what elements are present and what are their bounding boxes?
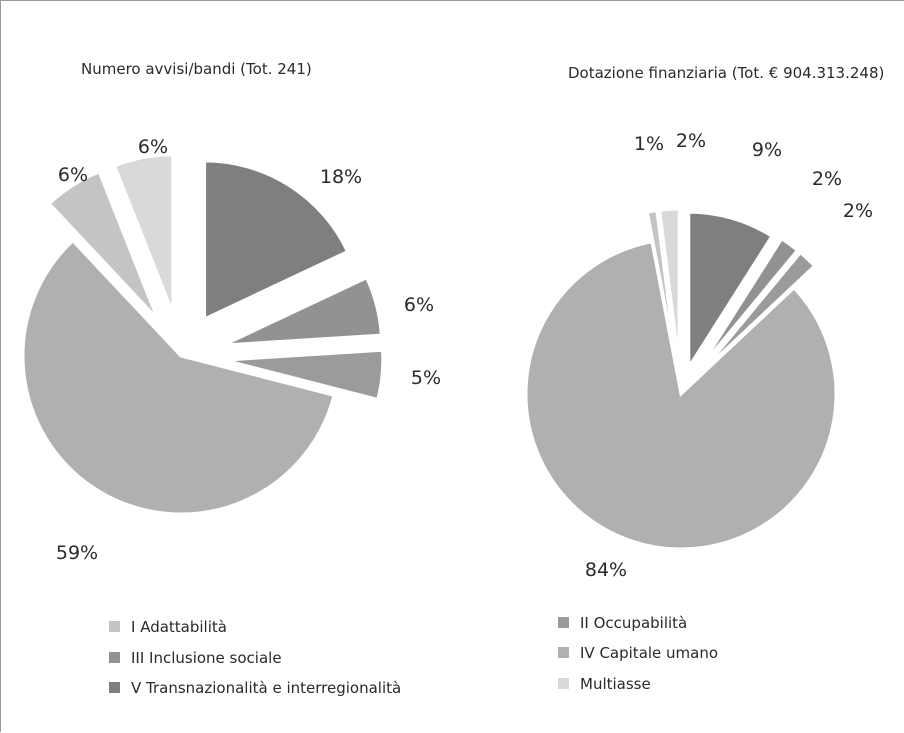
legend: I Adattabilità III Inclusione sociale V Tr… — [109, 614, 718, 697]
slice-label-v-transnazionalita-e-interregionalita: 9% — [752, 139, 782, 161]
legend-label-ii-occupabilita: II Occupabilità — [580, 614, 687, 632]
slice-label-multiasse: 6% — [138, 136, 168, 158]
legend-swatch-iv-capitale-umano — [558, 647, 569, 658]
slice-label-iii-inclusione-sociale: 2% — [812, 168, 842, 190]
slice-label-ii-occupabilita: 5% — [411, 367, 441, 389]
legend-swatch-v-transnazionalita-e-interregionalita — [109, 682, 120, 693]
pie-slice-i-adattabilita — [645, 208, 678, 365]
legend-label-iii-inclusione-sociale: III Inclusione sociale — [131, 649, 282, 667]
legend-label-v-transnazionalita-e-interregionalita: V Transnazionalità e interregionalità — [131, 679, 401, 697]
legend-swatch-ii-occupabilita — [558, 617, 569, 628]
pie-slice-v-transnazionalita-e-interregionalita — [687, 210, 774, 373]
slice-label-i-adattabilita: 1% — [634, 133, 664, 155]
pie-chart-funding: 9%2%2%84%1% 2% — [524, 130, 873, 581]
slice-label-multiasse: 2% — [676, 130, 706, 152]
pie-slice-iii-inclusione-sociale — [697, 236, 800, 371]
pie-slice-iv-capitale-umano — [524, 239, 838, 551]
legend-label-iv-capitale-umano: IV Capitale umano — [580, 644, 718, 662]
chart-title-funding: Dotazione finanziaria (Tot. € 904.313.24… — [568, 64, 884, 82]
pie-slice-v-transnazionalita-e-interregionalita — [203, 159, 350, 322]
legend-swatch-multiasse — [558, 678, 569, 689]
legend-label-multiasse: Multiasse — [580, 675, 651, 693]
pie-slice-i-adattabilita — [47, 169, 159, 320]
legend-swatch-i-adattabilita — [109, 621, 120, 632]
pie-slice-iv-capitale-umano — [21, 238, 336, 516]
pie-chart-count: 18% 6% 5% 59% 6% 6% — [21, 136, 441, 564]
pie-slice-ii-occupabilita — [700, 250, 817, 374]
legend-swatch-iii-inclusione-sociale — [109, 652, 120, 663]
slice-label-iv-capitale-umano: 84% — [585, 559, 627, 581]
pie-slice-ii-occupabilita — [224, 348, 385, 402]
slice-label-iv-capitale-umano: 59% — [56, 542, 98, 564]
legend-label-i-adattabilita: I Adattabilità — [131, 618, 227, 636]
pie-slice-multiasse — [112, 153, 175, 314]
slice-label-ii-occupabilita: 2% — [843, 200, 873, 222]
chart-title-count: Numero avvisi/bandi (Tot. 241) — [81, 60, 312, 78]
slice-label-iii-inclusione-sociale: 6% — [404, 294, 434, 316]
pie-slice-multiasse — [658, 207, 681, 365]
pie-slice-iii-inclusione-sociale — [222, 275, 383, 347]
slice-label-i-adattabilita: 6% — [58, 164, 88, 186]
slice-label-v-transnazionalita-e-interregionalita: 18% — [320, 166, 362, 188]
